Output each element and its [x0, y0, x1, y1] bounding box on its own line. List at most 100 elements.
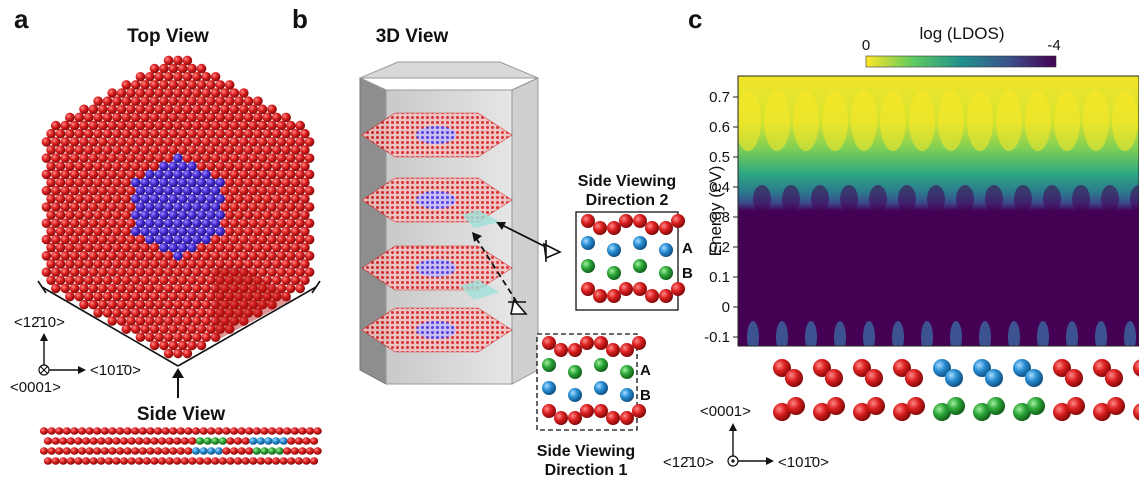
side-atom — [142, 437, 151, 445]
side-atom — [267, 447, 277, 455]
shell-atom — [262, 128, 273, 139]
shell-atom — [239, 169, 249, 180]
interface-atom-top — [1105, 369, 1123, 387]
shell-atom — [187, 112, 197, 123]
shell-atom — [196, 308, 207, 318]
shell-atom — [51, 153, 61, 163]
shell-atom — [182, 88, 193, 98]
shell-atom — [79, 234, 89, 245]
shell-atom — [304, 137, 315, 147]
shell-atom — [286, 283, 296, 294]
shell-atom — [168, 80, 179, 90]
interface-atom-top — [1133, 359, 1139, 377]
interface-atom-bottom — [973, 403, 991, 421]
core-atom — [168, 226, 179, 237]
shell-atom — [130, 145, 141, 155]
shell-atom — [83, 210, 94, 220]
shell-atom — [163, 55, 174, 66]
shell-atom — [126, 104, 136, 115]
shell-atom — [112, 308, 122, 318]
shell-atom — [286, 218, 296, 229]
shell-atom — [257, 299, 268, 310]
core-atom — [206, 210, 216, 220]
inset-atom — [619, 214, 633, 228]
side-atom — [176, 427, 185, 435]
shell-atom — [229, 185, 240, 196]
core-atom — [135, 185, 146, 196]
side-atom — [283, 447, 292, 455]
shell-atom — [239, 234, 249, 245]
shell-atom — [182, 120, 193, 131]
shell-atom — [234, 112, 244, 123]
shell-atom — [234, 259, 244, 269]
wedge-highlight — [214, 268, 292, 342]
shell-atom — [60, 137, 70, 147]
side-atom — [81, 457, 91, 465]
side-atom — [93, 447, 102, 455]
side-atom — [108, 427, 117, 435]
shell-atom — [163, 120, 174, 131]
shell-atom — [126, 185, 136, 196]
shell-atom — [88, 251, 99, 261]
shell-atom — [276, 185, 287, 196]
shell-atom — [234, 194, 244, 204]
side-atom — [100, 447, 110, 455]
shell-atom — [206, 275, 216, 286]
shell-atom — [253, 112, 263, 123]
shell-atom — [107, 169, 117, 180]
side-atom — [283, 427, 292, 435]
side-atom — [138, 447, 147, 455]
shell-atom — [154, 251, 164, 261]
shell-atom — [192, 251, 202, 261]
shell-atom — [295, 169, 306, 180]
shell-atom — [51, 120, 61, 131]
shell-atom — [130, 242, 141, 253]
shell-atom — [93, 194, 103, 204]
side-atom — [135, 457, 144, 465]
shell-atom — [41, 218, 52, 229]
shell-atom — [51, 267, 61, 277]
shell-atom — [224, 242, 235, 253]
side-atom — [176, 447, 185, 455]
shell-atom — [177, 291, 188, 302]
shell-atom — [163, 283, 174, 294]
shell-atom — [243, 112, 254, 123]
interface-atom-top — [905, 369, 923, 387]
core-atom — [177, 226, 188, 237]
shell-atom — [98, 218, 108, 229]
shell-atom — [46, 161, 56, 172]
core-atom — [163, 234, 174, 245]
heat-valence — [805, 321, 817, 346]
sheet-interface — [460, 280, 500, 300]
axis-c-up-label: <0001> — [700, 403, 751, 420]
shell-atom — [121, 210, 132, 220]
shell-atom — [234, 177, 244, 188]
shell-atom — [102, 112, 113, 123]
shell-atom — [210, 169, 221, 180]
shell-atom — [55, 194, 66, 204]
side-atom — [290, 427, 299, 435]
side-atom — [218, 437, 227, 445]
side-atom — [298, 427, 307, 435]
shell-atom — [46, 177, 56, 188]
shell-atom — [220, 234, 230, 245]
shell-atom — [163, 71, 174, 82]
shell-atom — [300, 128, 310, 139]
shell-atom — [98, 104, 108, 115]
shell-atom — [300, 145, 310, 155]
shell-atom — [159, 291, 169, 302]
shell-atom — [182, 71, 193, 82]
interface-atom-top — [1065, 369, 1083, 387]
core-atom — [130, 210, 141, 220]
shell-atom — [248, 234, 258, 245]
core-atom — [140, 226, 150, 237]
shell-atom — [177, 324, 188, 334]
shell-atom — [295, 202, 306, 212]
inset-atom — [542, 336, 556, 350]
heat-valence — [979, 321, 991, 346]
side-atom — [226, 437, 235, 445]
shell-atom — [201, 120, 211, 131]
inset-atom — [542, 358, 556, 372]
side-atom — [252, 427, 261, 435]
shell-atom — [51, 283, 61, 294]
